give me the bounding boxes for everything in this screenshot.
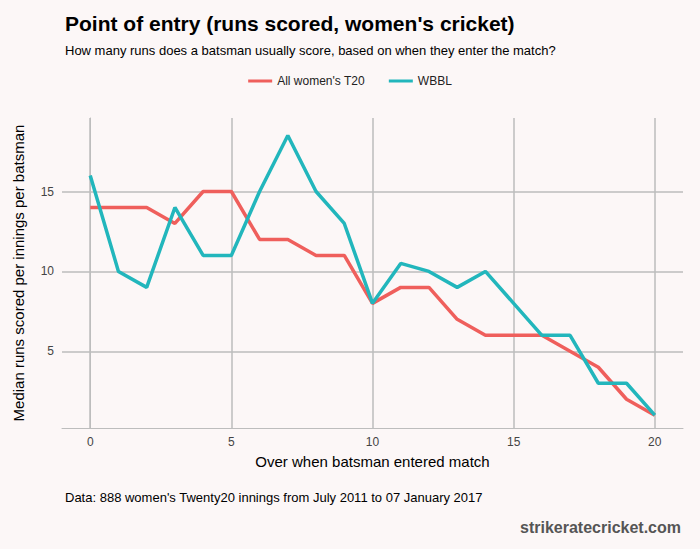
svg-text:15: 15 [41, 185, 55, 199]
svg-text:Data: 888 women's Twenty20 inn: Data: 888 women's Twenty20 innings from … [65, 490, 483, 505]
svg-text:All women's T20: All women's T20 [277, 74, 365, 88]
svg-text:10: 10 [41, 264, 55, 278]
svg-text:Point of entry (runs scored, w: Point of entry (runs scored, women's cri… [65, 12, 515, 35]
svg-text:15: 15 [507, 435, 521, 449]
svg-text:0: 0 [87, 435, 94, 449]
svg-text:10: 10 [366, 435, 380, 449]
svg-text:WBBL: WBBL [418, 74, 452, 88]
svg-text:5: 5 [228, 435, 235, 449]
svg-text:5: 5 [47, 344, 54, 358]
svg-text:How many runs does a batsman u: How many runs does a batsman usually sco… [65, 43, 556, 58]
svg-text:Median runs scored per innings: Median runs scored per innings per batsm… [10, 125, 27, 422]
svg-text:Over when batsman entered matc: Over when batsman entered match [255, 453, 489, 470]
svg-text:strikeratecricket.com: strikeratecricket.com [520, 519, 681, 536]
svg-text:20: 20 [648, 435, 662, 449]
